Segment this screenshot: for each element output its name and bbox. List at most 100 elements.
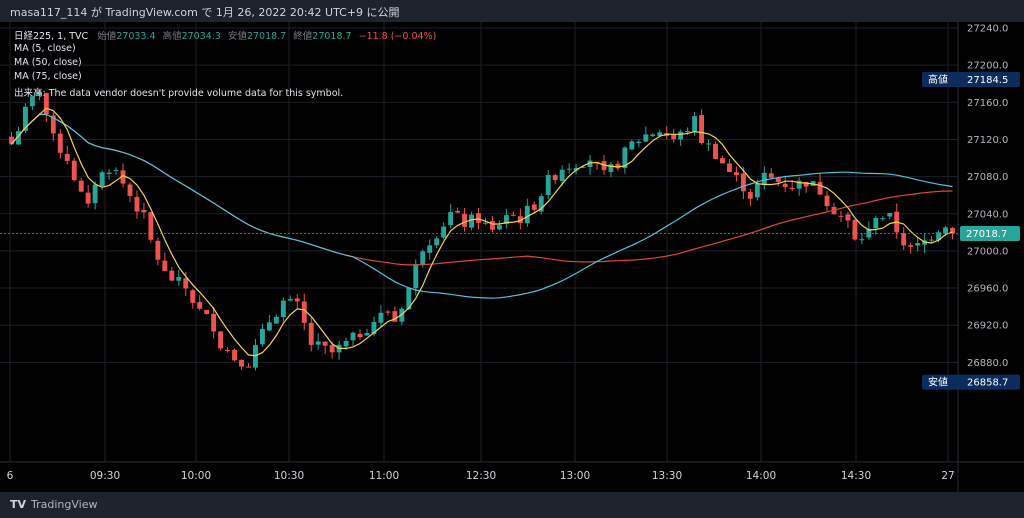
candle-body — [406, 287, 412, 310]
candle-body — [943, 227, 948, 234]
high-price-marker: 高値 27184.5 — [922, 72, 1020, 88]
open-label: 始値 — [97, 31, 117, 42]
candle-body — [573, 167, 579, 171]
ma50-legend[interactable]: MA (50, close) — [14, 57, 82, 68]
candle-body — [824, 195, 830, 207]
candle-body — [16, 131, 21, 145]
candle-body — [148, 212, 154, 240]
time-tick-label: 12:30 — [466, 470, 496, 482]
time-tick-label: 6 — [7, 470, 14, 482]
high-value: 27034.3 — [181, 31, 221, 42]
candle-body — [936, 232, 942, 241]
candle-body — [350, 332, 356, 341]
open-value: 27033.4 — [116, 31, 156, 42]
time-axis[interactable]: 6 09:30 10:00 10:30 11:00 12:30 13:00 13:30 14:0… — [7, 470, 955, 482]
candle-body — [301, 301, 307, 323]
price-tick-label: 27000.0 — [967, 246, 1008, 257]
candle-body — [239, 359, 244, 367]
candle-body — [120, 170, 126, 184]
candle-body — [538, 196, 544, 212]
current-price-marker: 27018.7 — [960, 226, 1020, 242]
candle-body — [608, 164, 614, 172]
candle-body — [490, 220, 495, 230]
low-marker-bg — [922, 374, 1020, 390]
candle-body — [775, 178, 781, 182]
candle-body — [720, 158, 725, 164]
candle-body — [169, 270, 175, 281]
candle-body — [587, 160, 593, 168]
candle-body — [699, 115, 705, 144]
candle-body — [204, 309, 210, 314]
candle-body — [901, 232, 907, 246]
candle-body — [99, 172, 105, 187]
candle-body — [43, 93, 49, 115]
candle-body — [162, 260, 168, 272]
candle-body — [559, 169, 565, 182]
candle-body — [789, 187, 795, 190]
price-tick-label: 27080.0 — [967, 172, 1008, 183]
chart-area[interactable]: 27240.0 27200.0 27160.0 27120.0 27080.0 27040… — [0, 22, 1024, 492]
candle-body — [57, 133, 63, 153]
candle-body — [427, 245, 433, 253]
publisher-text: masa117_114 が TradingView.com で 1月 26, 2… — [10, 6, 400, 19]
current-marker-value: 27018.7 — [966, 229, 1007, 240]
candle-body — [727, 163, 732, 172]
price-axis[interactable]: 27240.0 27200.0 27160.0 27120.0 27080.0 27040… — [967, 24, 1008, 369]
high-marker-label: 高値 — [928, 73, 948, 86]
candle-body — [183, 278, 189, 289]
time-tick-label: 14:00 — [746, 470, 776, 482]
candle-body — [880, 218, 886, 220]
candle-body — [78, 180, 84, 192]
candle-body — [287, 299, 293, 301]
candle-body — [782, 183, 788, 187]
candle-body — [713, 143, 718, 160]
ma75-legend[interactable]: MA (75, close) — [14, 71, 82, 82]
candle-body — [462, 213, 468, 227]
candle-body — [517, 216, 523, 224]
candle-body — [908, 245, 914, 247]
candle-body — [685, 131, 691, 133]
ma5-legend[interactable]: MA (5, close) — [14, 43, 76, 54]
price-tick-label: 27160.0 — [967, 98, 1008, 109]
candle-body — [364, 332, 370, 336]
time-tick-label: 27 — [941, 470, 954, 482]
candle-body — [852, 219, 858, 240]
candle-body — [580, 166, 586, 168]
candle-body — [929, 239, 935, 241]
candle-body — [322, 341, 328, 346]
close-value: 27018.7 — [312, 31, 352, 42]
candle-body — [706, 143, 711, 145]
candle-body — [671, 134, 677, 140]
candle-body — [845, 214, 851, 221]
candle-body — [643, 134, 649, 142]
price-tick-label: 26880.0 — [967, 358, 1008, 369]
candle-body — [141, 209, 147, 213]
candle-body — [197, 302, 203, 309]
volume-note: 出来高: The data vendor doesn't provide vol… — [14, 88, 344, 99]
candles — [9, 90, 955, 371]
candle-body — [657, 132, 663, 136]
candle-body — [531, 204, 537, 210]
price-tick-label: 27040.0 — [967, 209, 1008, 220]
chart-svg[interactable]: 27240.0 27200.0 27160.0 27120.0 27080.0 27040… — [0, 22, 1024, 492]
tv-logo-icon: TV — [10, 498, 27, 511]
symbol-label[interactable]: 日経225, 1, TVC — [14, 31, 89, 42]
candle-body — [22, 106, 28, 131]
candle-body — [434, 238, 440, 246]
price-tick-label: 26920.0 — [967, 321, 1008, 332]
tradingview-logo[interactable]: TV TradingView — [10, 498, 98, 511]
price-tick-label: 27200.0 — [967, 61, 1008, 72]
candle-body — [733, 172, 739, 176]
candle-body — [218, 331, 224, 349]
candle-body — [176, 277, 182, 281]
candle-body — [692, 116, 698, 133]
candle-body — [280, 300, 286, 318]
candle-body — [469, 214, 474, 228]
ma75-line — [11, 113, 953, 266]
time-tick-label: 13:30 — [652, 470, 682, 482]
candle-body — [127, 184, 133, 196]
candle-body — [796, 180, 802, 189]
candle-body — [817, 181, 823, 195]
candle-body — [747, 192, 753, 199]
candle-body — [85, 192, 91, 204]
